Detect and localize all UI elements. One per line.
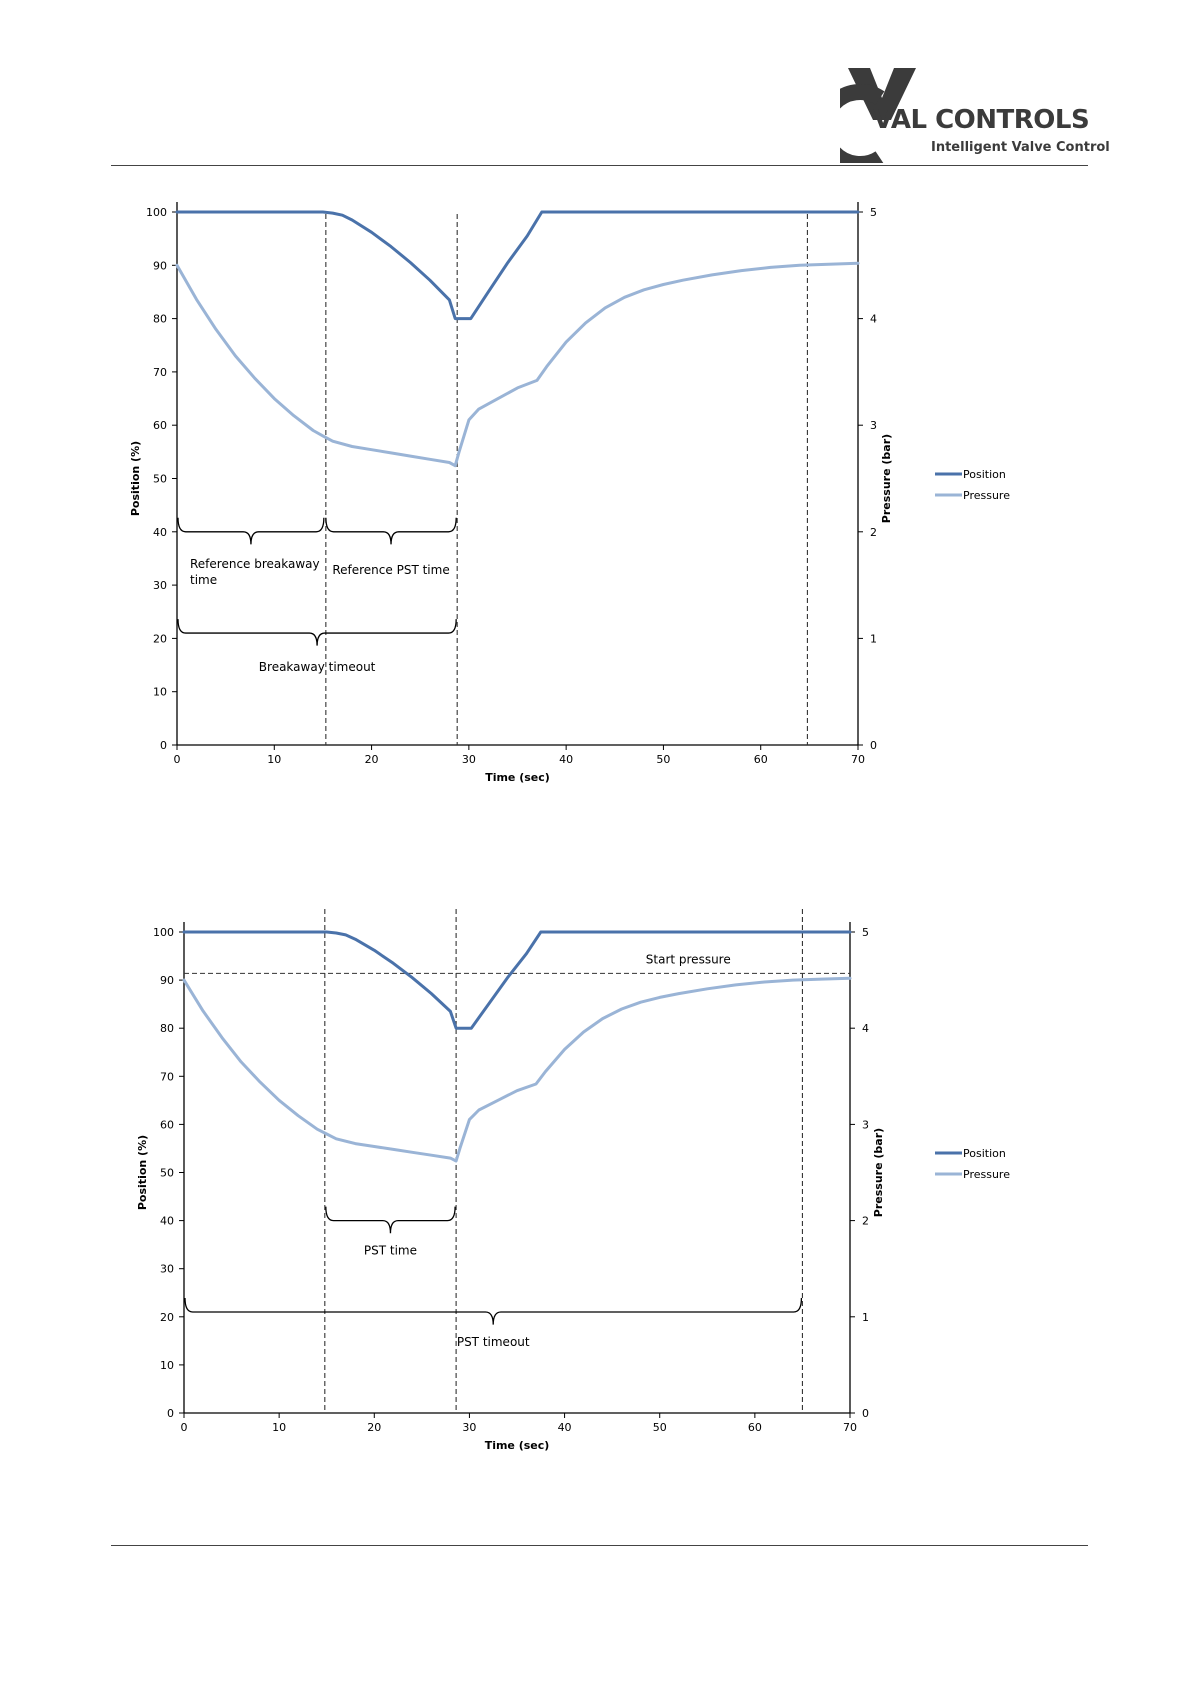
bracket-label: PST time	[364, 1244, 417, 1258]
bracket	[177, 517, 325, 545]
y2-tick-label: 3	[862, 1118, 869, 1131]
y2-tick-label: 1	[862, 1311, 869, 1324]
bracket-label: Breakaway timeout	[259, 660, 376, 674]
bracket	[177, 619, 457, 646]
y-tick-label: 50	[153, 473, 167, 486]
y-tick-label: 100	[153, 926, 174, 939]
y2-tick-label: 4	[862, 1022, 869, 1035]
y-tick-label: 80	[160, 1022, 174, 1035]
x-tick-label: 0	[181, 1421, 188, 1434]
y-tick-label: 50	[160, 1167, 174, 1180]
footer-divider	[111, 1545, 1088, 1546]
bracket	[325, 1206, 456, 1234]
header-divider	[111, 165, 1088, 166]
y2-tick-label: 5	[862, 926, 869, 939]
bracket-label-line: Breakaway timeout	[259, 660, 376, 674]
y2-axis-title: Pressure (bar)	[872, 1128, 885, 1217]
legend-label: Pressure	[963, 489, 1010, 502]
y2-axis-title: Pressure (bar)	[880, 434, 893, 523]
y-tick-label: 100	[146, 206, 167, 219]
y-tick-label: 70	[153, 366, 167, 379]
x-tick-label: 60	[748, 1421, 762, 1434]
x-tick-label: 40	[559, 753, 573, 766]
start-pressure-label: Start pressure	[646, 952, 731, 966]
y-tick-label: 0	[160, 739, 167, 752]
y2-tick-label: 2	[870, 526, 877, 539]
series-line-pressure	[182, 976, 852, 1163]
x-tick-label: 50	[656, 753, 670, 766]
x-tick-label: 60	[754, 753, 768, 766]
y2-tick-label: 3	[870, 419, 877, 432]
x-tick-label: 10	[267, 753, 281, 766]
x-tick-label: 0	[174, 753, 181, 766]
y-tick-label: 30	[153, 579, 167, 592]
bracket-label-line: PST time	[364, 1244, 417, 1258]
y-tick-label: 90	[153, 259, 167, 272]
legend-label: Position	[963, 1147, 1006, 1160]
page-header: VAL CONTROLS Intelligent Valve Control	[0, 0, 1191, 170]
x-axis-title: Time (sec)	[485, 1439, 550, 1452]
y-tick-label: 10	[160, 1359, 174, 1372]
x-tick-label: 20	[367, 1421, 381, 1434]
x-tick-label: 20	[365, 753, 379, 766]
x-tick-label: 40	[558, 1421, 572, 1434]
x-tick-label: 30	[462, 1421, 476, 1434]
y-tick-label: 60	[153, 419, 167, 432]
bracket-label: Reference PST time	[332, 563, 449, 577]
x-tick-label: 10	[272, 1421, 286, 1434]
bracket-label-line: time	[190, 573, 217, 587]
y-axis-title: Position (%)	[136, 1135, 149, 1210]
legend-label: Position	[963, 468, 1006, 481]
bracket-label-line: Reference breakaway	[190, 557, 320, 571]
series-line-position	[182, 930, 852, 1030]
series-line-pressure	[175, 261, 860, 468]
y-tick-label: 60	[160, 1118, 174, 1131]
brand-name: VAL CONTROLS	[873, 105, 1090, 135]
y2-tick-label: 0	[870, 739, 877, 752]
y2-tick-label: 1	[870, 632, 877, 645]
x-tick-label: 70	[843, 1421, 857, 1434]
y-tick-label: 40	[153, 526, 167, 539]
series-line-position	[175, 210, 860, 321]
y2-tick-label: 2	[862, 1215, 869, 1228]
y2-tick-label: 0	[862, 1407, 869, 1420]
y-tick-label: 30	[160, 1263, 174, 1276]
y-tick-label: 90	[160, 974, 174, 987]
y-tick-label: 20	[160, 1311, 174, 1324]
bracket-label: PST timeout	[457, 1335, 530, 1349]
y-tick-label: 70	[160, 1070, 174, 1083]
vc-logo-icon	[840, 68, 916, 163]
y-tick-label: 80	[153, 313, 167, 326]
y2-tick-label: 4	[870, 313, 877, 326]
brand-tagline: Intelligent Valve Control	[931, 140, 1110, 155]
bracket	[325, 517, 457, 545]
y2-tick-label: 5	[870, 206, 877, 219]
x-tick-label: 30	[462, 753, 476, 766]
bracket-label-line: PST timeout	[457, 1335, 530, 1349]
bracket	[184, 1297, 803, 1325]
bracket-label-line: Reference PST time	[332, 563, 449, 577]
y-tick-label: 10	[153, 686, 167, 699]
y-tick-label: 40	[160, 1215, 174, 1228]
y-axis-title: Position (%)	[129, 441, 142, 516]
legend-label: Pressure	[963, 1168, 1010, 1181]
x-tick-label: 70	[851, 753, 865, 766]
bracket-label: Reference breakaway time	[190, 557, 320, 587]
y-tick-label: 20	[153, 632, 167, 645]
y-tick-label: 0	[167, 1407, 174, 1420]
x-tick-label: 50	[653, 1421, 667, 1434]
x-axis-title: Time (sec)	[485, 771, 550, 784]
